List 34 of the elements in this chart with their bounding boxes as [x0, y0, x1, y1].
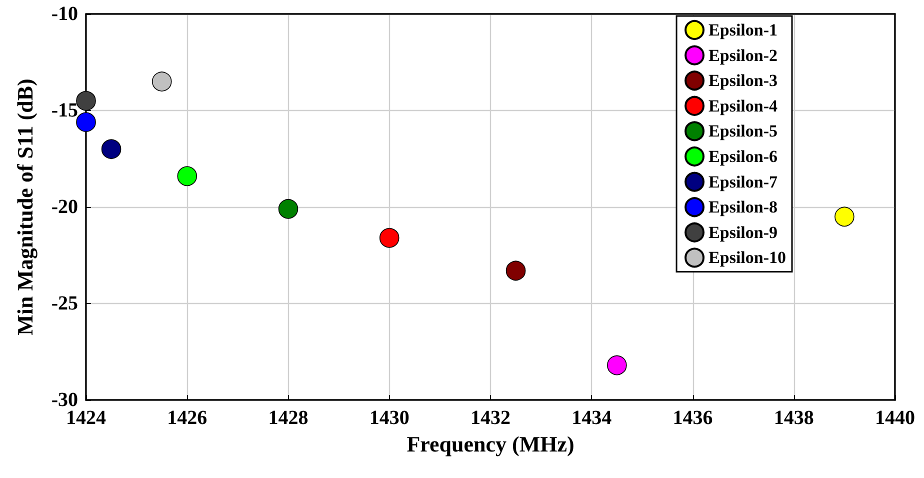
y-tick-label: -20 [51, 196, 78, 218]
point [152, 72, 172, 92]
point [607, 355, 627, 376]
y-tick-label: -10 [51, 3, 78, 25]
legend-label: Epsilon-5 [708, 122, 778, 141]
point [834, 206, 854, 227]
x-axis-title: Frequency (MHz) [406, 431, 574, 456]
point [101, 139, 122, 159]
y-tick-label: -15 [51, 100, 78, 122]
x-tick-label: 1426 [167, 407, 208, 429]
point [379, 228, 400, 248]
x-tick-label: 1438 [774, 407, 814, 429]
y-tick-label: -25 [51, 292, 78, 314]
y-axis-title: Min Magnitude of S11 (dB) [12, 78, 38, 336]
legend-label: Epsilon-2 [708, 46, 778, 65]
legend-label: Epsilon-7 [708, 172, 778, 192]
legend-label: Epsilon-1 [708, 20, 778, 40]
legend-label: Epsilon-8 [708, 198, 778, 217]
point [76, 90, 96, 111]
x-tick-label: 1436 [672, 407, 713, 429]
legend-label: Epsilon-6 [708, 147, 778, 166]
x-tick-label: 1430 [369, 407, 410, 429]
x-tick-label: 1434 [572, 407, 612, 429]
point [76, 112, 96, 132]
point [177, 166, 198, 186]
x-tick-label: 1440 [875, 407, 915, 429]
point [506, 260, 526, 281]
legend-label: Epsilon-3 [708, 71, 778, 90]
legend-label: Epsilon-9 [708, 222, 778, 242]
x-tick-label: 1432 [470, 407, 510, 429]
legend-label: Epsilon-10 [708, 248, 786, 268]
point [278, 199, 298, 219]
x-tick-label: 1428 [268, 407, 308, 429]
legend-label: Epsilon-4 [708, 96, 778, 116]
